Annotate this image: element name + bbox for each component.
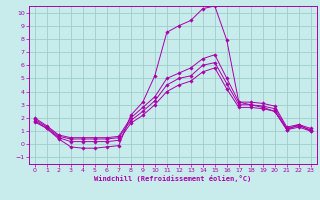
X-axis label: Windchill (Refroidissement éolien,°C): Windchill (Refroidissement éolien,°C) bbox=[94, 175, 252, 182]
